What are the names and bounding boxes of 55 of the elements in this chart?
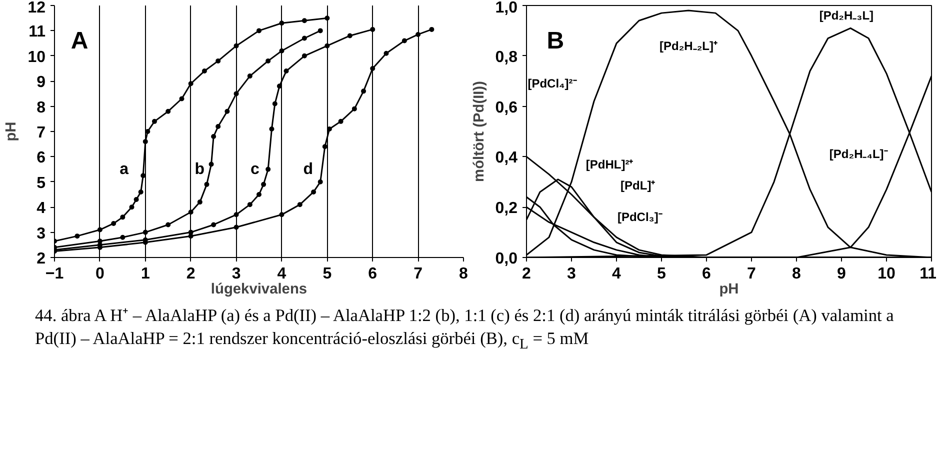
annotation: a: [120, 160, 129, 178]
annotation: b: [194, 160, 205, 178]
x-tick-label: 4: [277, 266, 286, 282]
annotation: B: [546, 27, 564, 54]
y-axis-title: móltört (Pd(II)): [471, 80, 488, 182]
x-tick-label: 4: [612, 266, 622, 282]
x-tick-label: 5: [657, 266, 666, 282]
annotation: [Pd₂H₋₂L]⁺: [660, 38, 718, 53]
annotation: c: [250, 160, 260, 178]
annotation: [PdCl₄]²⁻: [528, 76, 577, 91]
x-tick-label: 9: [837, 266, 846, 282]
x-tick-label: 0: [95, 266, 104, 282]
x-tick-label: 6: [702, 266, 712, 282]
y-tick-label: 0,6: [495, 99, 518, 116]
x-tick-label: 10: [878, 266, 896, 282]
x-tick-label: 7: [414, 266, 423, 282]
annotation: [Pd₂H₋₄L]⁻: [829, 147, 888, 162]
x-tick-label: 2: [186, 266, 196, 282]
x-tick-label: 8: [459, 266, 468, 282]
y-tick-label: 0,0: [495, 250, 518, 268]
annotation: [PdL]⁺: [620, 178, 656, 193]
text: 44. ábra A H⁺ – AlaAlaHP (a) és a Pd(II) – AlaAlaHP 1:2 (b), 1:1 (c) és 2:1 (d) arányú minták titrálási görbéi (A) valamint a Pd(II) – AlaAlaHP = 2:1 rendszer koncentráció-eloszlási görbéi (B), c$_{L}$ = 5 mM: [35, 305, 895, 354]
y-tick-label: 5: [36, 174, 46, 192]
x-tick-label: 5: [322, 266, 332, 282]
y-tick-label: 0,4: [495, 150, 518, 167]
x-tick-label: 6: [368, 266, 378, 282]
annotation: [PdHL]²⁺: [586, 157, 634, 172]
annotation: d: [303, 160, 313, 178]
x-axis-title: pH: [719, 282, 739, 298]
y-tick-label: 11: [28, 24, 46, 41]
y-tick-label: 9: [36, 74, 46, 92]
y-tick-label: 8: [36, 99, 46, 116]
x-axis-title: lúgekvivalens: [210, 282, 308, 298]
y-tick-label: 2: [36, 250, 46, 268]
annotation: [PdCl₃]⁻: [617, 210, 662, 224]
x-tick-label: 8: [792, 266, 802, 282]
y-tick-label: 1,0: [495, 0, 518, 16]
y-tick-label: 4: [36, 200, 46, 218]
x-tick-label: 1: [140, 266, 150, 282]
x-tick-label: 11: [920, 266, 937, 282]
y-tick-label: 0,2: [495, 200, 518, 218]
annotation: A: [70, 27, 88, 54]
y-tick-label: 3: [36, 225, 46, 242]
x-tick-label: 3: [232, 266, 241, 282]
x-tick-label: 7: [747, 266, 756, 282]
y-axis-title: pH: [4, 122, 20, 142]
y-tick-label: 10: [28, 48, 46, 66]
x-tick-label: −1: [45, 266, 64, 282]
annotation: [Pd₂H₋₃L]: [819, 8, 874, 23]
y-tick-label: 6: [36, 150, 46, 167]
y-tick-label: 0,8: [495, 48, 518, 66]
y-tick-label: 12: [28, 0, 46, 16]
y-tick-label: 7: [36, 124, 46, 142]
x-tick-label: 2: [522, 266, 532, 282]
x-tick-label: 3: [567, 266, 576, 282]
